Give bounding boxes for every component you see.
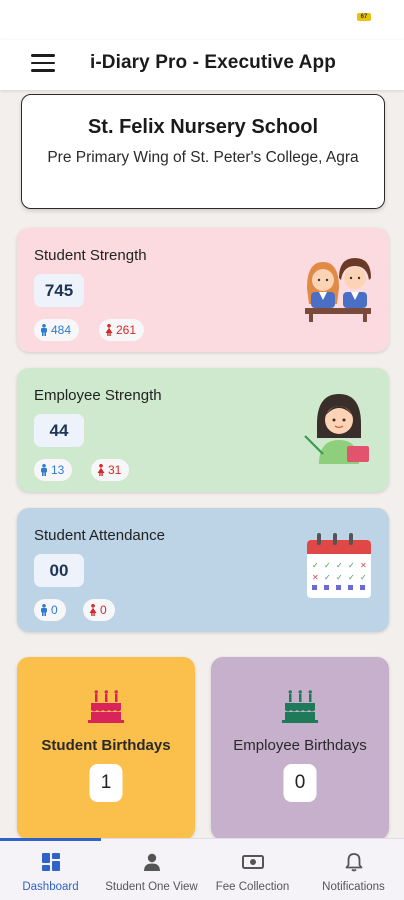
school-subtitle: Pre Primary Wing of St. Peter's College,… (47, 149, 359, 166)
female-count: 0 (100, 603, 107, 617)
employee-strength-title: Employee Strength (34, 387, 162, 404)
female-count-badge: 261 (99, 319, 145, 341)
male-count: 484 (51, 323, 72, 337)
male-count-badge: 484 (34, 319, 80, 341)
male-count: 13 (51, 463, 65, 477)
employee-strength-value: 44 (34, 414, 84, 447)
female-icon (97, 464, 105, 476)
status-bar: 67 (0, 0, 404, 40)
student-strength-card[interactable]: Student Strength 745 484 261 (17, 228, 389, 352)
bottom-navigation: Dashboard Student One View Fee Collectio… (0, 838, 404, 900)
female-icon (89, 604, 97, 616)
male-icon (41, 604, 47, 616)
student-attendance-card[interactable]: Student Attendance 00 0 0 ✓ ✓ ✓ ✓ ✕ ✕ ✓ ✓ ✓ ✓ (17, 508, 389, 632)
nav-student-one-view-label: Student One View (105, 881, 198, 893)
student-birthdays-count: 1 (89, 764, 123, 802)
male-icon (41, 464, 47, 476)
svg-text:✓: ✓ (348, 561, 355, 570)
battery-icon: 67 (357, 13, 371, 21)
male-icon (41, 324, 47, 336)
student-attendance-title: Student Attendance (34, 527, 165, 544)
student-birthdays-card[interactable]: Student Birthdays 1 (17, 657, 195, 838)
school-name: St. Felix Nursery School (87, 116, 319, 138)
svg-text:✓: ✓ (336, 561, 343, 570)
employee-birthdays-card[interactable]: Employee Birthdays 0 (211, 657, 389, 838)
calendar-illustration: ✓ ✓ ✓ ✓ ✕ ✕ ✓ ✓ ✓ ✓ (307, 533, 371, 598)
app-bar: i-Diary Pro - Executive App (0, 40, 404, 90)
employee-birthdays-title: Employee Birthdays (233, 737, 367, 754)
svg-text:✕: ✕ (360, 561, 367, 570)
bell-icon (345, 853, 362, 872)
nav-dashboard[interactable]: Dashboard (0, 839, 101, 900)
male-count-badge: 13 (34, 459, 73, 481)
active-tab-indicator (0, 838, 101, 841)
female-count: 261 (116, 323, 137, 337)
cake-icon (282, 690, 318, 723)
svg-text:✓: ✓ (324, 573, 331, 582)
student-birthdays-title: Student Birthdays (41, 737, 171, 754)
nav-notifications[interactable]: Notifications (303, 839, 404, 900)
female-icon (105, 324, 113, 336)
school-info-card: St. Felix Nursery School Pre Primary Win… (21, 94, 385, 209)
male-count-badge: 0 (34, 599, 66, 621)
cake-icon (88, 690, 124, 723)
money-icon (241, 855, 264, 869)
svg-text:✓: ✓ (348, 573, 355, 582)
svg-text:✕: ✕ (312, 573, 319, 582)
students-illustration (305, 258, 371, 322)
nav-notifications-label: Notifications (322, 881, 385, 893)
nav-student-one-view[interactable]: Student One View (101, 839, 202, 900)
student-strength-value: 745 (34, 274, 84, 307)
employee-strength-card[interactable]: Employee Strength 44 13 31 (17, 368, 389, 492)
svg-text:✓: ✓ (336, 573, 343, 582)
dashboard-content: St. Felix Nursery School Pre Primary Win… (0, 90, 404, 838)
student-strength-title: Student Strength (34, 247, 147, 264)
female-count-badge: 31 (91, 459, 130, 481)
svg-text:✓: ✓ (360, 573, 367, 582)
nav-fee-collection-label: Fee Collection (215, 881, 290, 893)
svg-text:✓: ✓ (324, 561, 331, 570)
dashboard-grid-icon (41, 853, 60, 871)
person-icon (143, 853, 160, 871)
hamburger-menu-icon[interactable] (31, 54, 55, 74)
female-count-badge: 0 (83, 599, 115, 621)
nav-dashboard-label: Dashboard (22, 881, 79, 893)
app-title: i-Diary Pro - Executive App (90, 52, 336, 73)
teacher-illustration (304, 394, 369, 464)
female-count: 31 (108, 463, 122, 477)
male-count: 0 (51, 603, 58, 617)
svg-text:✓: ✓ (312, 561, 319, 570)
student-attendance-value: 00 (34, 554, 84, 587)
nav-fee-collection[interactable]: Fee Collection (202, 839, 303, 900)
employee-birthdays-count: 0 (283, 764, 317, 802)
